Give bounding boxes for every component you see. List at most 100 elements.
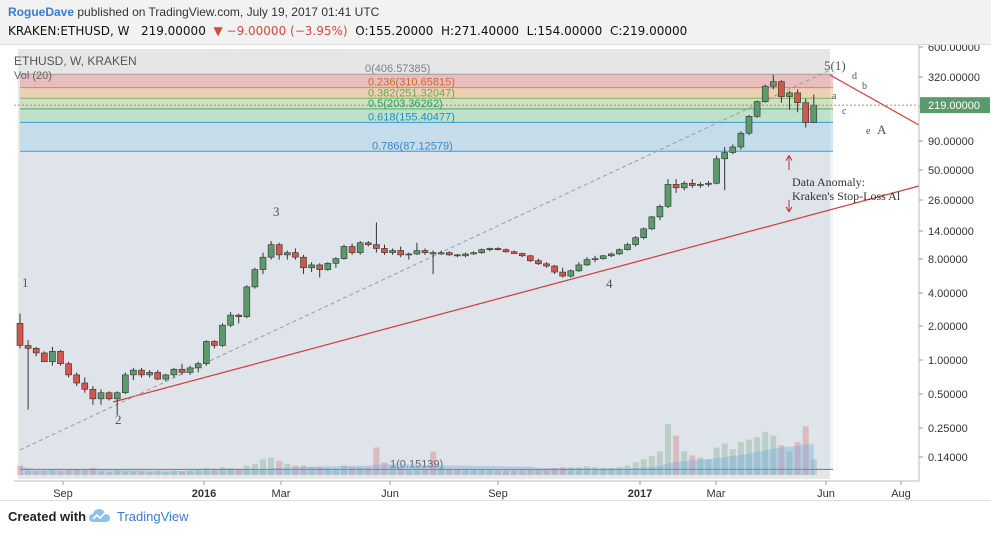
x-tick-label: Jun	[817, 488, 835, 500]
candle-body	[713, 158, 720, 184]
candle-body	[16, 323, 24, 346]
candle-body	[219, 324, 226, 346]
candle-body	[40, 352, 48, 363]
volume-bar	[316, 467, 323, 475]
y-tick-label: 320.00000	[928, 72, 980, 84]
candle-body	[308, 264, 315, 269]
volume-bar	[243, 465, 250, 475]
x-tick-label: Jun	[381, 488, 399, 500]
x-tick-label: Mar	[272, 488, 291, 500]
candle-body	[559, 271, 567, 277]
volume-bar	[794, 442, 801, 475]
y-tick-label: 14.00000	[928, 226, 974, 238]
candle-body	[130, 369, 137, 376]
candle-body	[786, 92, 793, 97]
candle-body	[656, 206, 664, 218]
candle-body	[227, 314, 234, 326]
low-value: 154.00000	[537, 24, 603, 38]
volume-bar	[324, 467, 331, 475]
candle-body	[381, 248, 388, 253]
volume-bar	[640, 459, 647, 475]
candle-body	[688, 182, 696, 186]
volume-bar	[154, 471, 161, 475]
volume-bar	[786, 451, 793, 475]
volume-bar	[81, 470, 88, 475]
candle-body	[340, 246, 348, 259]
volume-bar	[729, 449, 736, 475]
volume-bar	[219, 467, 226, 475]
candle-body	[599, 255, 607, 259]
price-chart[interactable]: 0(406.57385) 0.236(310.65815)0.382(251.32…	[0, 45, 991, 500]
created-with-text: Created with	[8, 509, 87, 524]
candle-body	[267, 244, 275, 258]
wave-label: 1	[22, 275, 29, 290]
volume-bar	[770, 435, 777, 475]
publish-info: RogueDave published on TradingView.com, …	[8, 5, 379, 19]
candle-body	[624, 244, 631, 250]
volume-bar	[17, 465, 23, 475]
y-tick-label: 8.00000	[928, 254, 968, 266]
volume-bar	[397, 467, 404, 475]
wave-label: 2	[115, 412, 122, 427]
candle-body	[486, 248, 494, 250]
candle-body	[462, 253, 469, 257]
volume-bar	[616, 467, 623, 475]
y-tick-label: 0.50000	[928, 389, 968, 401]
fib-band	[20, 108, 833, 123]
candle-body	[364, 242, 372, 245]
author-link[interactable]: RogueDave	[8, 5, 75, 19]
y-axis-panel	[919, 45, 991, 500]
volume-bar	[575, 467, 582, 475]
x-tick-label: Aug	[891, 488, 911, 500]
price-change: ▼ −9.00000 (−3.95%)	[213, 24, 348, 38]
tradingview-cloud-icon[interactable]	[88, 507, 112, 525]
volume-bar	[405, 468, 412, 475]
y-tick-label: 0.14000	[928, 452, 968, 464]
candle-body	[413, 250, 421, 255]
candle-body	[421, 250, 429, 253]
candle-body	[794, 92, 801, 104]
volume-bar	[656, 451, 663, 475]
volume-bar	[251, 464, 258, 475]
chart-area[interactable]: 0(406.57385) 0.236(310.65815) 0.382(251.32…	[0, 45, 991, 500]
volume-bar	[106, 471, 113, 475]
volume-bar	[332, 468, 339, 475]
tradingview-brand[interactable]: TradingView	[117, 509, 189, 524]
candle-body	[235, 314, 242, 317]
volume-bar	[762, 431, 769, 475]
volume-bar	[146, 471, 153, 475]
candle-body	[138, 369, 145, 376]
y-tick-label: 90.00000	[928, 136, 974, 148]
volume-bar	[527, 469, 534, 475]
x-tick-label: Mar	[707, 488, 726, 500]
candle-body	[162, 374, 170, 380]
wave-label: 3	[273, 204, 280, 219]
fib-level-label: 0.5(203.36262)	[368, 98, 443, 110]
candle-body	[113, 392, 121, 400]
volume-bar	[592, 467, 599, 475]
volume-bar	[276, 460, 283, 475]
candle-body	[551, 265, 558, 273]
volume-bar	[381, 462, 388, 475]
volume-bar	[551, 467, 558, 475]
candle-body	[57, 351, 64, 365]
symbol-label: KRAKEN:ETHUSD, W	[8, 24, 130, 38]
candle-body	[32, 348, 40, 354]
volume-bar	[632, 462, 639, 475]
candle-body	[802, 102, 810, 123]
candle-body	[405, 253, 413, 256]
candle-body	[283, 252, 291, 256]
candle-body	[324, 262, 332, 270]
chart-title: ETHUSD, W, KRAKEN	[14, 54, 137, 68]
volume-bar	[373, 447, 380, 475]
y-tick-label: 1.00000	[928, 355, 968, 367]
footer: Created with TradingView	[0, 500, 991, 533]
close-label: C:	[609, 24, 623, 38]
candle-body	[502, 249, 510, 253]
candle-body	[275, 244, 283, 256]
resistance-trendline	[829, 74, 920, 126]
candle-body	[575, 264, 583, 272]
candle-body	[178, 368, 186, 373]
candle-body	[705, 182, 712, 185]
candle-body	[316, 264, 324, 270]
